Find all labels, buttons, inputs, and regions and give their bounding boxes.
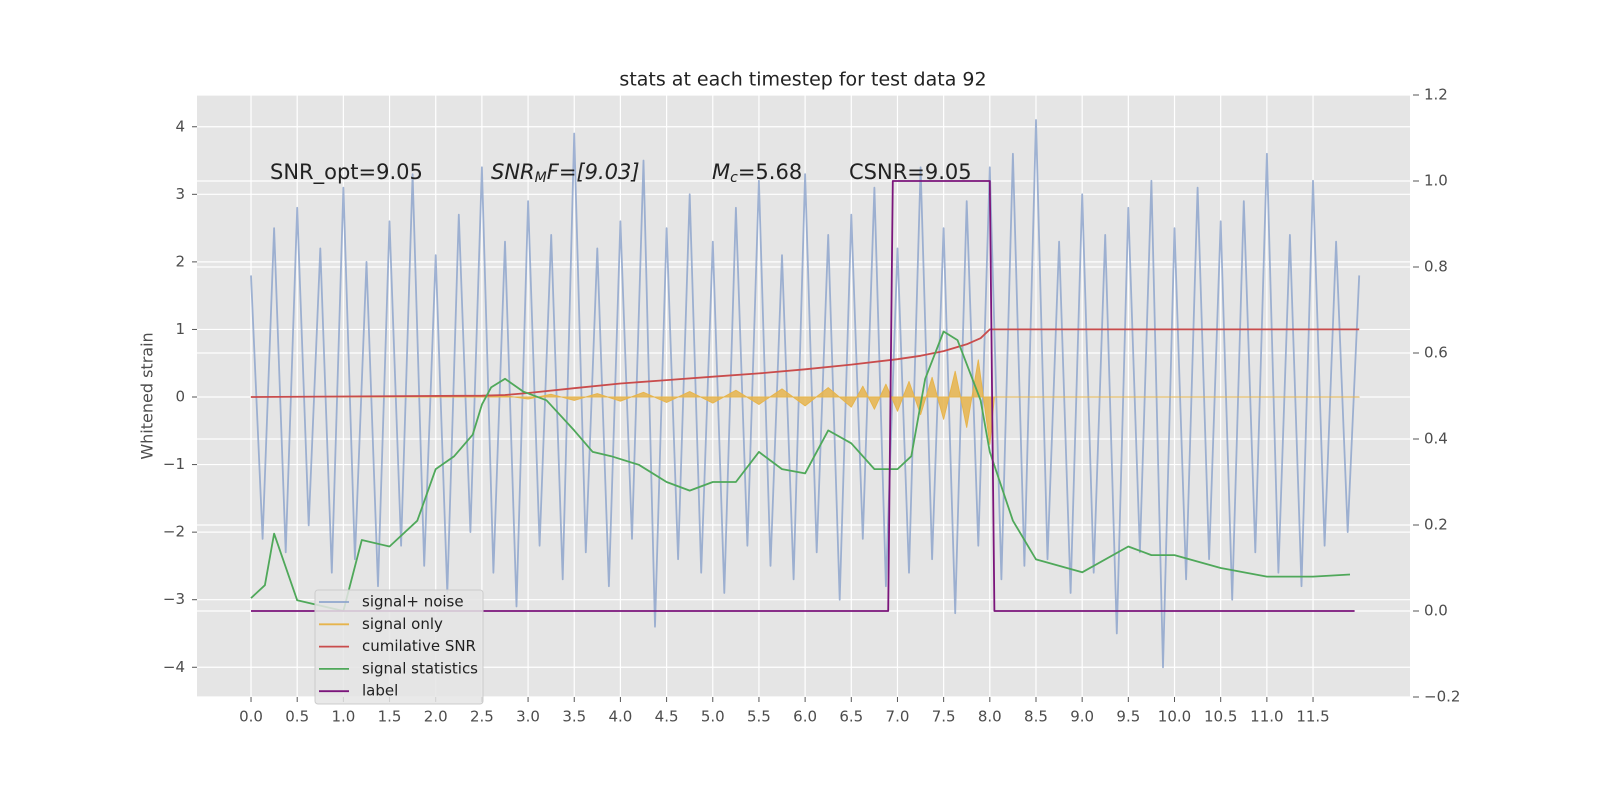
y-tick-label: −4 (163, 658, 185, 676)
annotation: Mc=5.68 (712, 160, 802, 186)
y-tick-label: 4 (175, 117, 185, 135)
x-tick-label: 4.0 (608, 708, 632, 726)
y2-tick-label: 0.2 (1424, 516, 1448, 534)
x-tick-label: 8.0 (978, 708, 1002, 726)
y2-tick-label: 0.8 (1424, 258, 1448, 276)
x-tick-label: 9.5 (1116, 708, 1140, 726)
legend-label: cumilative SNR (362, 637, 476, 655)
annotation-part: =5.68 (738, 160, 802, 184)
x-tick-label: 11.5 (1296, 708, 1329, 726)
x-tick-label: 2.5 (470, 708, 494, 726)
annotation: SNRMF=[9.03] (491, 160, 640, 186)
x-tick-label: 0.0 (239, 708, 263, 726)
y-tick-label: −3 (163, 590, 185, 608)
x-tick-label: 5.5 (747, 708, 771, 726)
series-line (251, 180, 1355, 612)
legend-label: signal statistics (362, 659, 478, 677)
annotation-part: M (535, 170, 547, 186)
y2-tick-label: 0.0 (1424, 602, 1448, 620)
axes: 0.0 0.5 1.0 1.5 2.0 2.5 3.0 3.5 4.0 4.5 5.0 5.5 6.0 6… (163, 86, 1461, 726)
x-tick-label: 9.0 (1070, 708, 1094, 726)
annotation: SNR_opt=9.05 (270, 160, 423, 185)
legend-label: label (362, 682, 398, 700)
x-tick-label: 7.0 (886, 708, 910, 726)
chart-title: stats at each timestep for test data 92 (619, 69, 986, 91)
x-tick-label: 4.5 (655, 708, 679, 726)
annotation: CSNR=9.05 (849, 160, 972, 184)
annotation-part: M (712, 160, 730, 184)
x-tick-label: 3.0 (516, 708, 540, 726)
y-tick-label: 0 (175, 388, 185, 406)
x-tick-label: 5.0 (701, 708, 725, 726)
legend-box (314, 589, 484, 705)
x-tick-label: 2.0 (424, 708, 448, 726)
x-tick-label: 1.0 (331, 708, 355, 726)
y-tick-label: 1 (175, 320, 185, 338)
x-tick-label: 1.5 (378, 708, 402, 726)
y2-tick-label: −0.2 (1424, 688, 1460, 706)
x-tick-label: 8.5 (1024, 708, 1048, 726)
x-tick-label: 10.5 (1204, 708, 1237, 726)
x-tick-label: 10.0 (1158, 708, 1191, 726)
y-tick-label: −2 (163, 523, 185, 541)
series-line (250, 119, 1361, 669)
annotation-part: c (730, 170, 738, 186)
x-tick-label: 6.5 (839, 708, 863, 726)
series-line (250, 330, 1351, 612)
series-line (250, 359, 1360, 445)
x-tick-label: 3.5 (562, 708, 586, 726)
x-tick-label: 6.0 (793, 708, 817, 726)
legend: signal+ noise signal only cumilative SNR si… (314, 589, 484, 705)
y-axis-label: Whitened strain (138, 332, 157, 459)
y2-tick-label: 0.4 (1424, 430, 1448, 448)
series-line (250, 328, 1360, 398)
marks (250, 119, 1361, 669)
y2-tick-label: 1.0 (1424, 172, 1448, 190)
y-tick-label: −1 (163, 455, 185, 473)
annotation-part: F=[9.03] (547, 160, 640, 184)
annotation-part: SNR (491, 160, 535, 184)
y2-tick-label: 0.6 (1424, 344, 1448, 362)
x-tick-label: 7.5 (932, 708, 956, 726)
x-tick-label: 0.5 (285, 708, 309, 726)
legend-label: signal+ noise (362, 593, 464, 611)
legend-label: signal only (362, 615, 443, 633)
y-tick-label: 2 (175, 252, 185, 270)
y-tick-label: 3 (175, 185, 185, 203)
y2-tick-label: 1.2 (1424, 86, 1448, 104)
x-tick-label: 11.0 (1250, 708, 1283, 726)
